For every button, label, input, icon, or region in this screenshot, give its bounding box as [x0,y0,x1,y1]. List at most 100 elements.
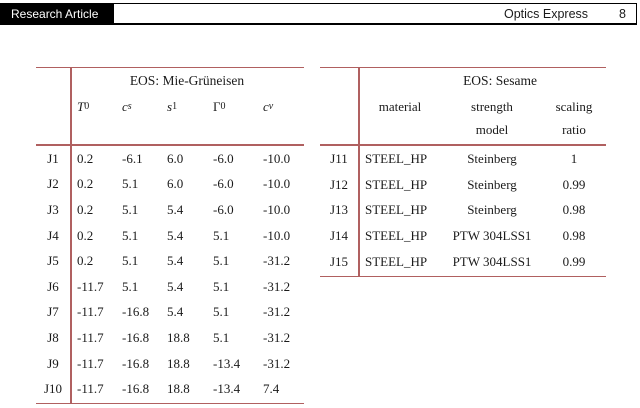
cell-scaling-ratio: 1 [570,150,578,166]
cell-cv: -10.0 [263,176,291,192]
cell-s1: 6.0 [167,176,184,192]
cell-cs: 5.1 [122,227,139,243]
cell-s1: 18.8 [167,329,190,345]
column-header-spacer [320,98,358,115]
column-header-scaling: scaling [555,98,593,114]
cell-material: STEEL_HP [365,176,428,192]
cell-strength-model: Steinberg [467,176,517,192]
cell-T0: -11.7 [77,355,104,371]
row-label: J4 [47,227,59,243]
page-number: 8 [619,6,626,21]
sesame-column-headers-line2: model ratio [320,121,606,138]
sesame-table-title: EOS: Sesame [463,73,537,88]
sesame-table-body: J11 STEEL_HP Steinberg 1 J12 STEEL_HP St… [320,146,606,275]
column-header-model: model [475,121,509,137]
column-header-spacer [320,121,358,138]
column-header-ratio: ratio [562,121,586,137]
cell-T0: 0.2 [77,150,94,166]
mie-gruneisen-table-body: J1 0.2 -6.1 6.0 -6.0 -10.0 J2 0.2 5.1 6.… [36,146,304,402]
header-separator-rule [320,144,606,146]
research-article-badge: Research Article [1,4,115,23]
cell-material: STEEL_HP [365,254,428,270]
cell-T0: -11.7 [77,329,104,345]
cell-cs: -16.8 [122,329,150,345]
cell-cv: -31.2 [263,355,291,371]
cell-cv: -31.2 [263,329,291,345]
cell-gamma0: 5.1 [213,253,230,269]
cell-strength-model: PTW 304LSS1 [452,254,532,270]
cell-scaling-ratio: 0.98 [562,202,586,218]
cell-gamma0: 5.1 [213,278,230,294]
cell-cs: -6.1 [122,150,143,166]
cell-gamma0: 5.1 [213,227,230,243]
cell-s1: 5.4 [167,278,184,294]
sesame-column-headers-line1: material strength scaling [320,98,606,115]
column-header-spacer [36,98,70,115]
table-vertical-rule [70,68,72,403]
cell-cv: -10.0 [263,201,291,217]
cell-material: STEEL_HP [365,150,428,166]
column-header-material: material [378,98,422,114]
journal-name: Optics Express [503,6,589,21]
cell-cs: 5.1 [122,176,139,192]
cell-T0: -11.7 [77,304,104,320]
row-label: J6 [47,278,59,294]
row-label: J7 [47,304,59,320]
row-label: J1 [47,150,59,166]
row-label: J10 [43,381,63,397]
cell-material: STEEL_HP [365,202,428,218]
cell-cv: -10.0 [263,227,291,243]
cell-gamma0: 5.1 [213,329,230,345]
row-label: J2 [47,176,59,192]
cell-cv: 7.4 [263,381,280,397]
cell-s1: 6.0 [167,150,184,166]
cell-cv: -31.2 [263,253,291,269]
row-label: J13 [329,202,349,218]
column-header-strength: strength [471,98,513,114]
cell-T0: 0.2 [77,227,94,243]
mie-gruneisen-table-title: EOS: Mie-Grüneisen [129,73,245,88]
cell-T0: -11.7 [77,381,104,397]
row-label: J14 [329,228,349,244]
row-label: J11 [330,150,348,166]
cell-cv: -10.0 [263,150,291,166]
cell-cs: -16.8 [122,381,150,397]
table-vertical-rule [358,68,360,276]
cell-cs: 5.1 [122,253,139,269]
journal-header-bar: Research Article Optics Express 8 [0,3,637,25]
cell-cs: 5.1 [122,278,139,294]
cell-gamma0: 5.1 [213,304,230,320]
cell-cs: -16.8 [122,355,150,371]
cell-scaling-ratio: 0.99 [562,254,586,270]
cell-material: STEEL_HP [365,228,428,244]
row-label: J9 [47,355,59,371]
cell-gamma0: -6.0 [213,150,234,166]
cell-s1: 5.4 [167,304,184,320]
cell-cv: -31.2 [263,278,291,294]
sesame-table: EOS: Sesame material strength scaling mo… [320,67,606,277]
cell-cs: 5.1 [122,201,139,217]
cell-T0: 0.2 [77,253,94,269]
cell-scaling-ratio: 0.98 [562,228,586,244]
cell-s1: 18.8 [167,355,190,371]
cell-strength-model: Steinberg [467,202,517,218]
cell-scaling-ratio: 0.99 [562,176,586,192]
row-label: J12 [329,176,349,192]
cell-strength-model: Steinberg [467,150,517,166]
cell-s1: 18.8 [167,381,190,397]
cell-cv: -31.2 [263,304,291,320]
cell-s1: 5.4 [167,201,184,217]
cell-T0: 0.2 [77,201,94,217]
cell-cs: -16.8 [122,304,150,320]
cell-s1: 5.4 [167,227,184,243]
cell-strength-model: PTW 304LSS1 [452,228,532,244]
cell-T0: 0.2 [77,176,94,192]
